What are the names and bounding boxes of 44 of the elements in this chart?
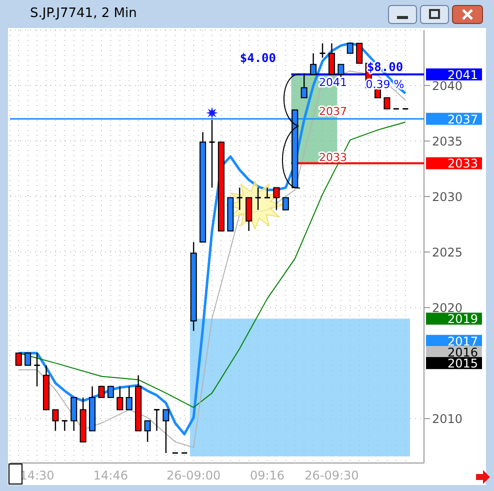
y-tick-label: 2035	[432, 134, 463, 148]
y-tick-label: 2030	[432, 190, 463, 204]
ref-line-label: 2037	[447, 112, 478, 126]
candlestick	[254, 187, 262, 210]
x-tick-label: 26-09:30	[304, 468, 359, 483]
x-tick-label: 14:30	[20, 468, 54, 483]
x-tick-label: 09:16	[250, 468, 285, 483]
candlestick	[61, 420, 68, 432]
candlestick	[328, 42, 335, 76]
candlestick	[236, 187, 244, 210]
candlestick	[310, 52, 317, 76]
candlestick	[273, 187, 280, 210]
x-tick-label: 14:46	[93, 468, 128, 483]
annotation: $4.00	[240, 51, 276, 65]
candlestick	[356, 42, 363, 64]
candlestick	[319, 42, 326, 58]
candlestick	[126, 386, 132, 410]
candlestick	[107, 386, 114, 398]
candlestick	[300, 72, 308, 98]
ref-line-label: 2033	[447, 156, 478, 171]
candlestick	[153, 409, 160, 432]
candlestick	[70, 396, 78, 432]
candlestick	[208, 119, 216, 188]
candlestick	[34, 352, 40, 387]
x-tick-label: 26-09:00	[166, 468, 221, 483]
candlestick	[15, 352, 22, 366]
candlestick	[24, 352, 32, 366]
text: 2019	[447, 312, 478, 326]
candlestick	[162, 409, 170, 454]
annotation: 2041	[319, 76, 347, 89]
chart-title: S.JP.J7741, 2 Min	[30, 6, 137, 21]
y-tick-label: 2025	[432, 245, 463, 260]
candlestick	[144, 420, 151, 443]
candlestick	[116, 386, 124, 410]
text: 2015	[447, 356, 478, 371]
candlestick	[264, 187, 271, 198]
candlestick	[52, 409, 59, 432]
y-tick-label: 2020	[432, 300, 463, 315]
candlestick	[282, 197, 289, 210]
candlestick	[346, 42, 354, 54]
candlestick	[98, 386, 105, 398]
candlestick	[384, 97, 390, 110]
candlestick	[246, 197, 252, 232]
y-tick-label: 2010	[432, 412, 463, 426]
